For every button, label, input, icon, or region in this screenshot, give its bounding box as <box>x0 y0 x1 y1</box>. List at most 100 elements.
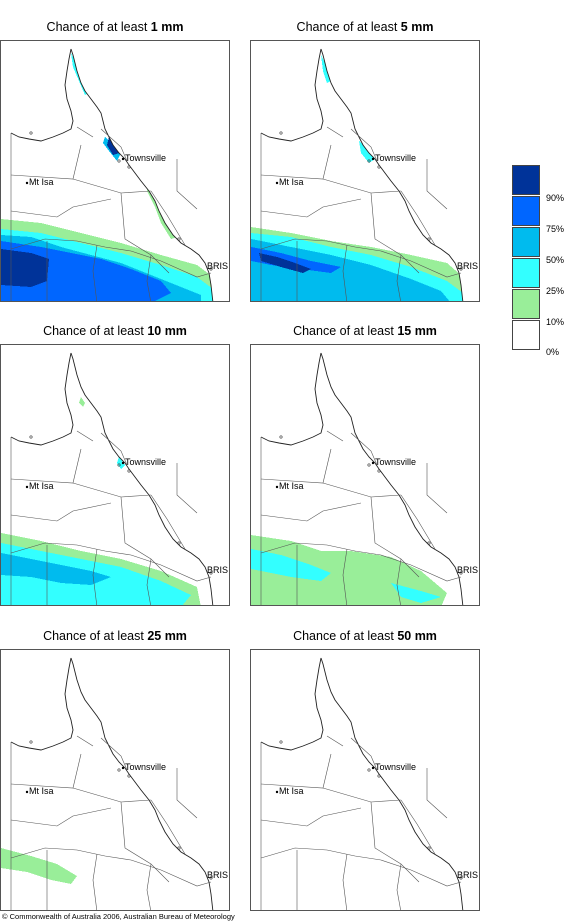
island <box>127 469 131 473</box>
town-marker <box>275 485 279 489</box>
panel-title-15mm: Chance of at least 15 mm <box>250 324 480 338</box>
district-border <box>150 190 186 246</box>
island <box>367 463 371 467</box>
map-panel-5mm: Townsville Mt Isa BRIS <box>250 40 480 302</box>
place-label-townsville: Townsville <box>125 762 167 772</box>
island <box>117 463 121 467</box>
gulf-coastline <box>10 657 74 751</box>
ocean-mask <box>71 650 229 910</box>
district-border <box>260 502 362 522</box>
district-border <box>10 807 112 827</box>
district-border <box>396 863 402 910</box>
district-border <box>396 254 402 301</box>
town-marker <box>25 790 29 794</box>
island <box>29 131 33 135</box>
district-border <box>350 737 378 771</box>
town-marker <box>121 461 125 465</box>
probability-area <box>1 553 111 585</box>
title-prefix: Chance of at least <box>43 324 148 338</box>
district-border <box>76 735 94 747</box>
island <box>377 774 381 778</box>
title-amount: 15 mm <box>397 324 437 338</box>
legend-swatch-25 <box>512 258 540 288</box>
place-label-brisbane: BRIS <box>207 565 229 575</box>
district-border <box>322 178 402 194</box>
coastline <box>320 657 464 910</box>
district-border <box>146 863 152 910</box>
district-border <box>130 250 212 278</box>
island <box>377 469 381 473</box>
island <box>279 131 283 135</box>
district-border <box>400 799 436 855</box>
rainfall-probability-map <box>1 650 229 910</box>
district-border <box>120 801 170 883</box>
island <box>209 876 213 880</box>
title-amount: 25 mm <box>147 629 187 643</box>
island <box>177 846 181 850</box>
gulf-mask <box>251 41 323 141</box>
probability-area <box>1 249 49 287</box>
town-marker <box>371 766 375 770</box>
panel-title-5mm: Chance of at least 5 mm <box>250 20 480 34</box>
coastline <box>320 48 464 301</box>
district-border <box>370 192 420 274</box>
legend-label-25: 25% <box>546 286 565 296</box>
town-marker <box>371 461 375 465</box>
island <box>367 159 371 163</box>
district-border <box>176 768 198 819</box>
district-border <box>260 847 382 861</box>
island <box>279 435 283 439</box>
island <box>209 267 213 271</box>
district-border <box>326 735 344 747</box>
ocean-mask <box>71 41 229 301</box>
place-label-mt-isa: Mt Isa <box>29 177 54 187</box>
district-border <box>370 801 420 883</box>
district-border <box>100 737 128 771</box>
probability-area <box>1 848 77 884</box>
gulf-mask <box>1 650 73 750</box>
gulf-coastline <box>10 48 74 142</box>
island <box>279 740 283 744</box>
district-border <box>92 548 98 605</box>
district-border <box>150 799 186 855</box>
title-prefix: Chance of at least <box>293 324 398 338</box>
district-border <box>342 548 348 605</box>
panel-title-25mm: Chance of at least 25 mm <box>0 629 230 643</box>
legend-label-10: 10% <box>546 317 565 327</box>
rainfall-probability-map <box>251 345 479 605</box>
district-border <box>260 198 362 218</box>
gulf-coastline <box>10 352 74 446</box>
title-amount: 1 mm <box>150 20 184 34</box>
district-border <box>76 430 94 442</box>
district-border <box>130 554 212 582</box>
panel-title-50mm: Chance of at least 50 mm <box>250 629 480 643</box>
district-border <box>146 254 152 301</box>
district-border <box>380 250 462 278</box>
map-panel-1mm: Townsville Mt Isa BRIS <box>0 40 230 302</box>
district-border <box>426 768 448 819</box>
gulf-coastline <box>260 657 324 751</box>
district-border <box>72 178 152 194</box>
panel-title-10mm: Chance of at least 10 mm <box>0 324 230 338</box>
rainfall-probability-map <box>1 345 229 605</box>
district-border <box>150 494 186 550</box>
probability-area <box>79 397 85 407</box>
island <box>427 846 431 850</box>
town-marker <box>121 157 125 161</box>
district-border <box>342 244 348 301</box>
probability-area <box>259 253 311 273</box>
district-border <box>426 463 448 514</box>
map-panel-15mm: Townsville Mt Isa BRIS <box>250 344 480 606</box>
place-label-brisbane: BRIS <box>457 261 479 271</box>
place-label-brisbane: BRIS <box>457 870 479 880</box>
title-amount: 10 mm <box>147 324 187 338</box>
map-panel-10mm: Townsville Mt Isa BRIS <box>0 344 230 606</box>
place-label-mt-isa: Mt Isa <box>29 481 54 491</box>
district-border <box>92 853 98 910</box>
district-border <box>10 542 132 556</box>
ocean-mask <box>321 345 479 605</box>
town-marker <box>25 485 29 489</box>
probability-area <box>359 141 375 163</box>
district-border <box>350 432 378 466</box>
legend-label-0: 0% <box>546 347 560 357</box>
